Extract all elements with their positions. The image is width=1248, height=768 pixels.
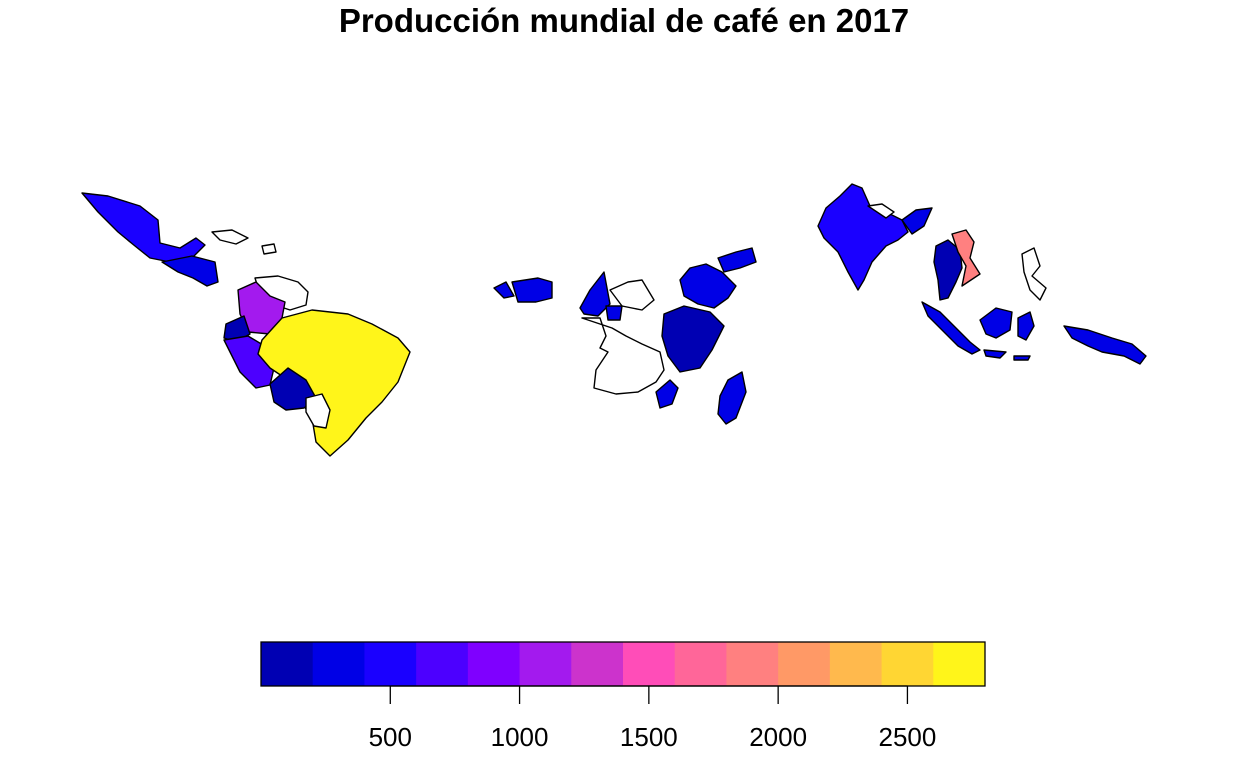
region-caribbean — [211, 229, 277, 255]
legend-swatch — [623, 642, 676, 686]
map-regions — [81, 183, 1147, 457]
color-legend: 500 1000 1500 2000 2500 — [260, 641, 986, 752]
legend-swatch — [364, 642, 417, 686]
legend-swatch — [519, 642, 572, 686]
region-madagascar — [717, 371, 747, 425]
region-new-guinea — [1063, 325, 1147, 365]
legend-swatch — [312, 642, 365, 686]
region-ethiopia — [679, 263, 737, 309]
legend-swatch — [416, 642, 469, 686]
legend-tick-label: 500 — [369, 722, 412, 752]
region-vietnam — [951, 229, 981, 287]
legend-tick-label: 1500 — [620, 722, 678, 752]
legend-swatch — [829, 642, 883, 686]
legend-swatch — [674, 642, 727, 686]
legend-swatch — [778, 642, 831, 686]
region-paraguay — [305, 393, 331, 429]
region-cameroon-car — [605, 305, 623, 321]
legend-swatch — [467, 642, 521, 686]
legend-swatch — [933, 642, 986, 686]
legend-swatch — [726, 642, 779, 686]
region-east-africa — [661, 305, 725, 373]
legend-tick-label: 1000 — [491, 722, 549, 752]
legend-swatch — [261, 642, 314, 686]
region-central-america — [161, 255, 219, 287]
legend-swatch — [571, 642, 624, 686]
region-thailand-laos — [933, 239, 963, 301]
region-indonesia — [921, 301, 1035, 361]
region-philippines — [1021, 247, 1047, 301]
region-himalaya — [867, 203, 895, 219]
legend-swatches — [261, 642, 986, 686]
region-malawi — [655, 379, 679, 409]
region-india — [817, 183, 909, 291]
map-title: Producción mundial de café en 2017 — [338, 2, 910, 39]
region-yemen — [717, 247, 757, 273]
region-west-africa — [493, 277, 553, 303]
region-burma-region — [901, 207, 933, 235]
region-central-africa-west — [581, 317, 665, 395]
legend-tick-label: 2000 — [749, 722, 807, 752]
legend-swatch — [881, 642, 934, 686]
legend-tick-label: 2500 — [879, 722, 937, 752]
region-guinea-west — [579, 271, 611, 317]
region-mexico — [81, 192, 206, 263]
legend-axis: 500 1000 1500 2000 2500 — [369, 685, 937, 752]
